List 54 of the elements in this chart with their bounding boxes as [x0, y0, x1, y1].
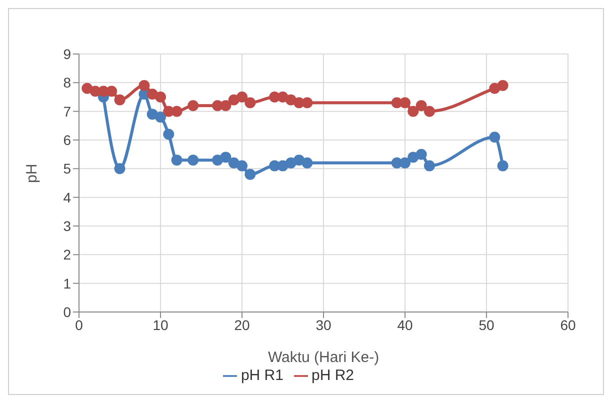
- y-tick-label: 7: [63, 103, 72, 120]
- x-tick-label: 40: [397, 316, 413, 333]
- point: [171, 154, 182, 166]
- y-tick-label: 4: [63, 189, 72, 206]
- y-tick-label: 6: [63, 132, 72, 148]
- y-tick-label: 3: [63, 218, 72, 234]
- point: [489, 82, 500, 94]
- point: [416, 148, 427, 160]
- point: [155, 92, 166, 102]
- x-axis-title: Waktu (Hari Ke-): [268, 349, 380, 366]
- point: [424, 106, 435, 117]
- point: [424, 160, 435, 172]
- y-tick-label: 0: [63, 304, 72, 320]
- x-tick-label: 50: [478, 316, 494, 333]
- point: [220, 100, 232, 112]
- y-tick-label: 8: [63, 74, 72, 91]
- point: [138, 80, 150, 92]
- y-axis-title: pH: [23, 164, 40, 183]
- point: [212, 154, 224, 166]
- point: [106, 86, 118, 97]
- y-tick-label: 2: [63, 246, 72, 263]
- point: [220, 152, 232, 163]
- point: [400, 97, 410, 108]
- y-tick-label: 1: [63, 275, 72, 292]
- point: [416, 100, 427, 112]
- point: [171, 106, 182, 117]
- legend-label: pH R1: [240, 367, 284, 384]
- point: [489, 132, 500, 143]
- point: [163, 128, 174, 140]
- y-tick-label: 9: [63, 46, 72, 62]
- x-tick-label: 0: [75, 316, 84, 333]
- point: [497, 80, 508, 92]
- point: [302, 157, 313, 168]
- y-tick-label: 5: [63, 160, 72, 177]
- x-tick-label: 20: [234, 316, 250, 333]
- point: [400, 157, 410, 168]
- legend-label: pH R2: [312, 367, 354, 384]
- point: [302, 97, 313, 108]
- point: [114, 94, 126, 106]
- point: [497, 160, 508, 172]
- point: [408, 106, 419, 117]
- point: [236, 92, 248, 102]
- point: [236, 160, 248, 172]
- point: [114, 163, 126, 174]
- point: [155, 112, 166, 123]
- x-tick-label: 30: [316, 316, 332, 333]
- point: [244, 168, 256, 180]
- point: [408, 152, 419, 163]
- point: [188, 100, 199, 112]
- point: [294, 154, 305, 166]
- point: [244, 97, 256, 108]
- x-tick-label: 60: [560, 316, 576, 333]
- point: [188, 154, 199, 166]
- x-tick-label: 10: [152, 316, 168, 333]
